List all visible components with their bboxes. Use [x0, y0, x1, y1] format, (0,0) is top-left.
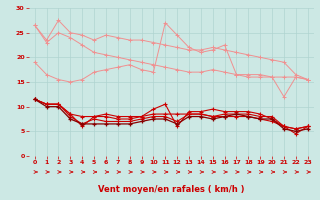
Text: Vent moyen/en rafales ( km/h ): Vent moyen/en rafales ( km/h ) — [98, 186, 244, 194]
